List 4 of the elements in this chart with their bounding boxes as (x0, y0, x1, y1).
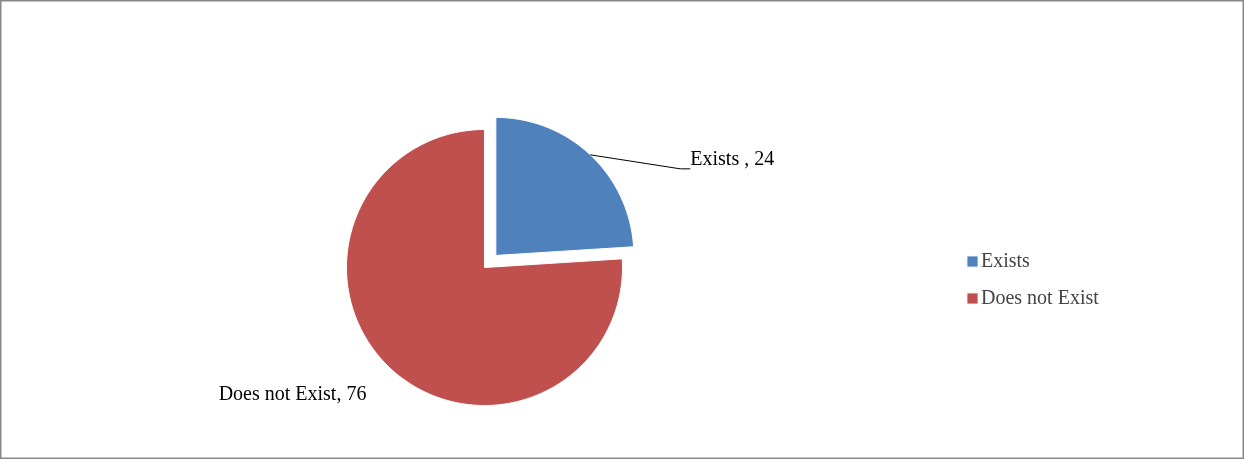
data-label: Exists , 24 (690, 146, 775, 169)
legend-label: Exists (981, 249, 1030, 272)
data-label: Does not Exist, 76 (218, 382, 367, 405)
legend-label: Does not Exist (981, 286, 1099, 309)
